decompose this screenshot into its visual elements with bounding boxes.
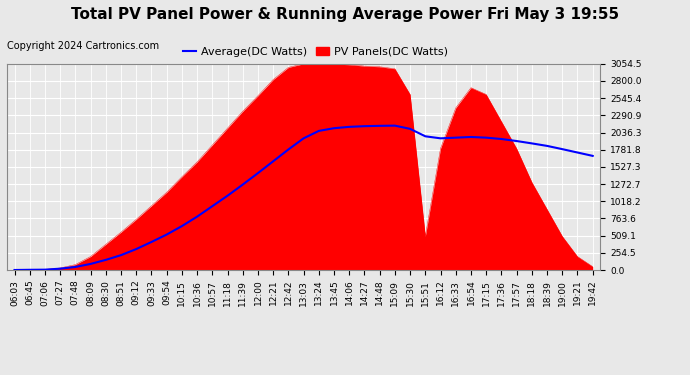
Text: Total PV Panel Power & Running Average Power Fri May 3 19:55: Total PV Panel Power & Running Average P…	[71, 8, 619, 22]
Text: Copyright 2024 Cartronics.com: Copyright 2024 Cartronics.com	[7, 41, 159, 51]
Legend: Average(DC Watts), PV Panels(DC Watts): Average(DC Watts), PV Panels(DC Watts)	[179, 42, 452, 62]
